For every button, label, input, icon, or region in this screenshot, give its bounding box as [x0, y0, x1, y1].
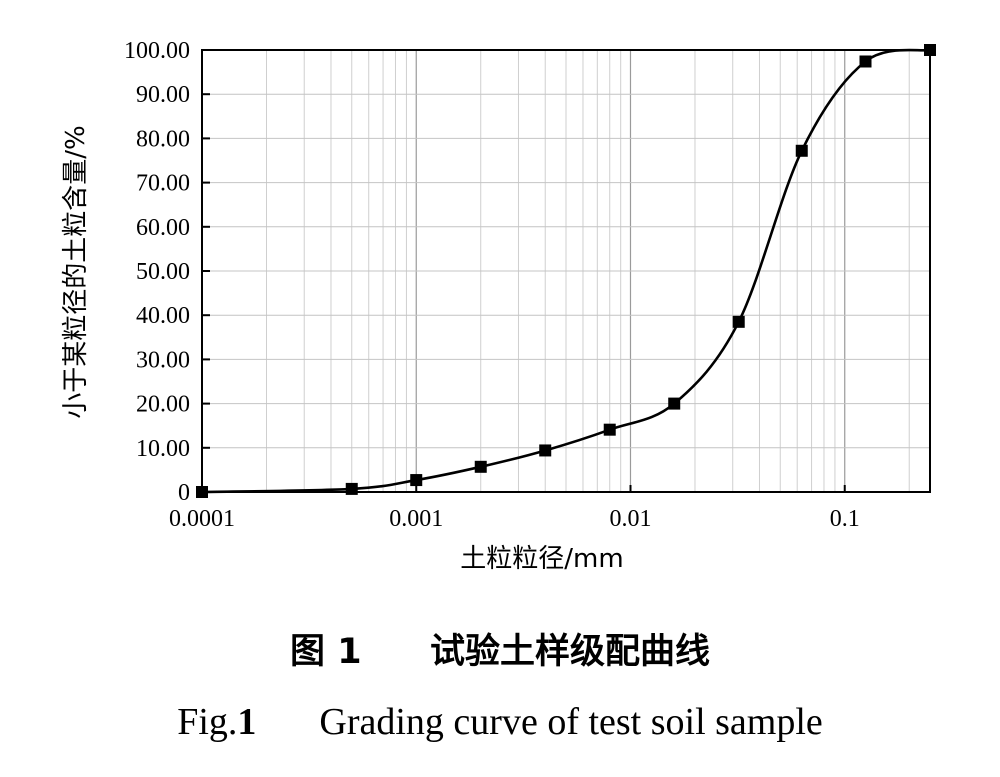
data-point-marker — [603, 423, 616, 436]
y-axis-title: 小于某粒径的土粒含量/% — [61, 125, 91, 418]
figure-caption-english: Fig.1 Grading curve of test soil sample — [0, 700, 1000, 744]
data-point-marker — [795, 144, 808, 157]
x-tick-label: 0.0001 — [169, 506, 235, 532]
data-point-marker — [732, 315, 745, 328]
curve-layer — [201, 48, 931, 494]
data-point-marker — [196, 486, 208, 498]
y-tick-label: 90.00 — [136, 82, 190, 108]
marker-layer — [196, 44, 936, 498]
data-point-marker — [668, 397, 681, 410]
caption-en-number: 1 — [237, 701, 257, 743]
x-axis-title: 土粒粒径/mm — [460, 544, 623, 574]
y-tick-label: 80.00 — [136, 126, 190, 152]
y-tick-label: 0 — [178, 480, 190, 506]
caption-en-title: Grading curve of test soil sample — [319, 701, 823, 743]
y-tick-label: 60.00 — [136, 215, 190, 241]
data-point-marker — [924, 44, 936, 56]
y-tick-label: 10.00 — [136, 436, 190, 462]
y-tick-label: 70.00 — [136, 171, 190, 197]
data-point-marker — [539, 444, 552, 457]
data-point-marker — [410, 474, 423, 487]
caption-cn-number: 1 — [337, 632, 362, 672]
x-tick-label: 0.1 — [830, 506, 860, 532]
y-tick-label: 20.00 — [136, 392, 190, 418]
data-point-marker — [345, 482, 358, 495]
y-tick-label: 100.00 — [124, 38, 190, 64]
y-tick-label: 50.00 — [136, 259, 190, 285]
y-tick-label: 30.00 — [136, 347, 190, 373]
caption-en-prefix: Fig. — [177, 701, 238, 743]
major-gridlines — [202, 50, 930, 492]
grading-curve-chart: 0.0001 0.001 0.01 0.1 0 10.00 20.00 30.00 40.00 5… — [61, 38, 936, 574]
caption-cn-prefix: 图 — [290, 632, 326, 672]
y-tick-label: 40.00 — [136, 303, 190, 329]
tick-labels: 0.0001 0.001 0.01 0.1 0 10.00 20.00 30.00 40.00 5… — [124, 38, 860, 532]
axis-ticks — [202, 49, 846, 493]
data-point-marker — [474, 460, 487, 473]
data-point-marker — [859, 55, 872, 68]
x-tick-label: 0.001 — [389, 506, 443, 532]
caption-cn-title: 试验土样级配曲线 — [429, 632, 710, 672]
x-tick-label: 0.01 — [609, 506, 651, 532]
grading-curve-line — [201, 48, 931, 494]
figure-caption-chinese: 图 1 试验土样级配曲线 — [0, 623, 1000, 674]
